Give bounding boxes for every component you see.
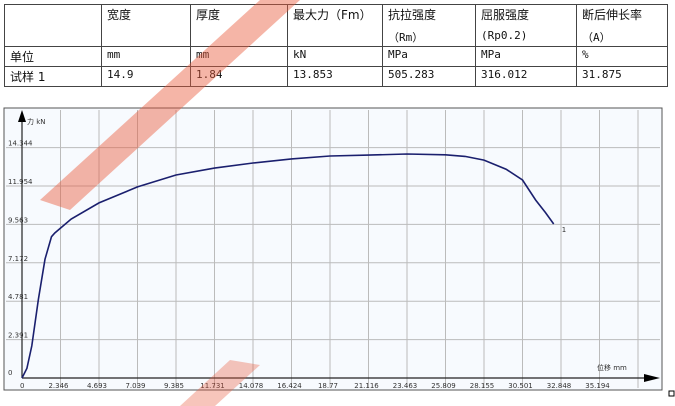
y-tick-label: 0 xyxy=(8,369,12,377)
header-cell: 最大力（Fm） xyxy=(287,4,383,47)
cell: 316.012 xyxy=(475,66,577,87)
x-axis-arrow-icon xyxy=(644,374,660,382)
chart-frame xyxy=(3,107,663,391)
x-tick-label: 4.693 xyxy=(87,382,107,390)
results-table: 宽度 厚度 最大力（Fm） 抗拉强度 （Rm） 屈服强度 (Rp0.2) 断后伸长率… xyxy=(4,4,668,87)
x-tick-label: 25.809 xyxy=(431,382,456,390)
header-cell: 断后伸长率 （A） xyxy=(576,4,668,47)
x-axis-label: 位移 mm xyxy=(597,363,627,372)
y-tick-label: 11.954 xyxy=(8,178,33,186)
y-tick-label: 9.563 xyxy=(8,216,28,224)
x-tick-label: 32.848 xyxy=(547,382,572,390)
x-tick-label: 16.424 xyxy=(277,382,302,390)
y-axis-arrow-icon xyxy=(18,110,26,122)
table-row-sample: 试样 1 14.9 1.84 13.853 505.283 316.012 31… xyxy=(4,66,668,87)
x-tick-label: 11.731 xyxy=(200,382,225,390)
x-tick-label: 28.155 xyxy=(470,382,495,390)
cell: 试样 1 xyxy=(4,66,102,87)
y-tick-label: 14.344 xyxy=(8,140,33,148)
cell: 1.84 xyxy=(190,66,288,87)
grid xyxy=(6,110,660,388)
tick-labels: 0 2.346 4.693 7.039 9.385 11.731 14.078 16.424 1… xyxy=(8,140,610,390)
y-tick-label: 4.781 xyxy=(8,293,28,301)
x-tick-label: 23.463 xyxy=(393,382,418,390)
x-tick-label: 18.77 xyxy=(318,382,338,390)
cell: MPa xyxy=(475,46,577,67)
resize-handle[interactable] xyxy=(668,390,675,397)
break-point-label: 1 xyxy=(562,226,566,234)
x-tick-label: 14.078 xyxy=(239,382,264,390)
x-tick-label: 9.385 xyxy=(164,382,184,390)
x-tick-label: 0 xyxy=(20,382,24,390)
cell: 31.875 xyxy=(576,66,668,87)
y-tick-label: 2.391 xyxy=(8,332,28,340)
x-tick-label: 7.039 xyxy=(125,382,145,390)
x-tick-label: 30.501 xyxy=(508,382,533,390)
y-axis-label: 力 kN xyxy=(27,117,46,126)
x-tick-label: 2.346 xyxy=(48,382,69,390)
cell: 505.283 xyxy=(382,66,476,87)
y-tick-label: 7.172 xyxy=(8,255,28,263)
cell: 13.853 xyxy=(287,66,383,87)
x-tick-label: 35.194 xyxy=(585,382,610,390)
cell: 14.9 xyxy=(101,66,191,87)
series-curve xyxy=(21,153,555,379)
x-tick-label: 21.116 xyxy=(354,382,379,390)
